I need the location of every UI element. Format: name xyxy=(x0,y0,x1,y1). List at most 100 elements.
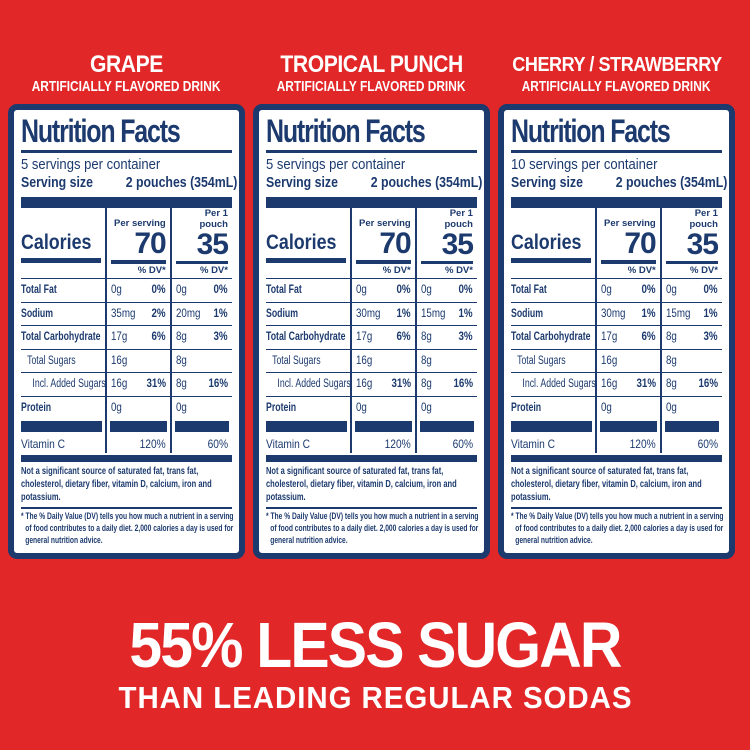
per-pouch-daily-value: 16% xyxy=(208,378,228,391)
per-serving-daily-value: 0% xyxy=(151,284,166,297)
nutrient-row: Incl. Added Sugars 16g 31% 8g 16% xyxy=(511,372,722,396)
nutrient-rows: Total Fat 0g 0% 0g 0% Sodium 30mg 1% 15m… xyxy=(266,278,477,419)
per-pouch-amount: 8g xyxy=(420,378,432,391)
serving-size-value: 2 pouches (354mL) xyxy=(370,175,482,191)
divider-cell xyxy=(21,419,105,435)
per-serving-header: Per serving xyxy=(358,218,411,229)
divider-bar xyxy=(355,421,412,432)
per-serving-daily-value: 31% xyxy=(636,378,656,391)
flavor-name-line: TROPICAL PUNCH xyxy=(253,52,490,78)
serving-size-row: Serving size 2 pouches (354mL) xyxy=(21,174,237,193)
nutrient-row: Protein 0g 0g xyxy=(266,395,477,420)
per-pouch-daily-value: 1% xyxy=(703,307,718,320)
nutrient-label-cell: Total Sugars xyxy=(21,348,106,373)
nutrient-label-cell: Incl. Added Sugars xyxy=(266,372,351,396)
nutrient-row: Total Carbohydrate 17g 6% 8g 3% xyxy=(511,325,722,349)
vitamin-per-pouch-cell: 60% xyxy=(659,435,722,453)
per-pouch-amount: 8g xyxy=(665,331,677,344)
calories-label-cell: Calories xyxy=(21,208,105,278)
title-divider xyxy=(511,150,722,153)
divider-bar xyxy=(110,421,167,432)
nutrient-row: Sodium 35mg 2% 20mg 1% xyxy=(21,301,232,325)
per-serving-cell: 17g 6% xyxy=(105,325,170,349)
divider-cell xyxy=(266,419,350,435)
flavor-subtitle-line: ARTIFICIALLY FLAVORED DRINK xyxy=(498,78,735,96)
nutrient-label-cell: Protein xyxy=(266,395,351,420)
divider-cell xyxy=(350,419,414,435)
nutrient-label: Total Fat xyxy=(21,284,57,297)
vitamin-per-serving-cell: 120% xyxy=(105,435,169,453)
daily-value-header: % DV* xyxy=(199,265,228,276)
comparison-claim: THAN LEADING REGULAR SODAS xyxy=(0,680,750,716)
section-divider-bar xyxy=(511,197,722,208)
per-pouch-daily-value: 1% xyxy=(213,307,228,320)
servings-line: 5 servings per container xyxy=(21,156,232,174)
serving-size-label: Serving size xyxy=(511,175,583,191)
per-serving-cell: 0g 0% xyxy=(105,278,170,302)
flavor-subtitle-line: ARTIFICIALLY FLAVORED DRINK xyxy=(253,78,490,96)
calories-per-pouch-cell: Per 1 pouch 35 % DV* xyxy=(414,208,477,278)
bottom-divider-bar xyxy=(511,455,722,462)
nutrient-label: Sodium xyxy=(511,307,544,320)
per-serving-cell: 16g xyxy=(595,348,660,372)
nutrient-label-cell: Total Carbohydrate xyxy=(266,325,351,349)
divider-bar xyxy=(600,421,657,432)
nutrient-label: Protein xyxy=(511,401,542,414)
per-serving-amount: 35mg xyxy=(111,307,136,320)
nutrient-row: Protein 0g 0g xyxy=(21,395,232,419)
per-pouch-daily-value: 16% xyxy=(698,378,718,391)
per-serving-amount: 16g xyxy=(601,354,618,367)
calories-per-serving-cell: Per serving 70 % DV* xyxy=(595,208,659,278)
nutrient-rows: Total Fat 0g 0% 0g 0% Sodium 30mg 1% 15m… xyxy=(511,278,722,419)
calories-section: Calories Per serving 70 % DV* Per 1 pouc… xyxy=(511,208,722,278)
nutrient-label: Protein xyxy=(266,401,297,414)
per-pouch-cell: 8g xyxy=(414,348,477,372)
nutrient-label: Total Fat xyxy=(511,284,547,297)
nutrient-label-cell: Incl. Added Sugars xyxy=(511,372,596,396)
calories-per-serving-cell: Per serving 70 % DV* xyxy=(105,208,169,278)
per-serving-header: Per serving xyxy=(603,218,656,229)
per-pouch-amount: 8g xyxy=(420,354,432,367)
vitamin-row: Vitamin C 120% 60% xyxy=(511,435,722,453)
title-divider xyxy=(266,150,477,153)
nutrient-label-cell: Protein xyxy=(511,395,596,420)
nutrition-facts-title: Nutrition Facts xyxy=(511,113,722,149)
not-significant-footnote: Not a significant source of saturated fa… xyxy=(511,465,702,503)
per-serving-cell: 16g 31% xyxy=(105,372,170,396)
nutrient-row: Total Sugars 16g 8g xyxy=(266,348,477,373)
per-pouch-daily-value: 3% xyxy=(703,331,718,344)
vitamin-per-serving-cell: 120% xyxy=(595,435,659,453)
nutrient-label-cell: Total Fat xyxy=(21,278,106,302)
per-serving-amount: 17g xyxy=(601,331,618,344)
servings-per-container: 10 servings per container xyxy=(511,157,658,173)
per-pouch-amount: 8g xyxy=(665,354,677,367)
per-serving-amount: 0g xyxy=(111,401,123,414)
nutrient-label-cell: Total Sugars xyxy=(266,348,351,373)
flavor-name: CHERRY / STRAWBERRY xyxy=(512,53,722,76)
flavor-name-line: GRAPE xyxy=(8,52,245,78)
calories-section: Calories Per serving 70 % DV* Per 1 pouc… xyxy=(266,208,477,278)
per-serving-cell: 16g xyxy=(105,348,170,372)
footnote-divider xyxy=(21,507,232,509)
nutrition-facts-panel: Nutrition Facts 10 servings per containe… xyxy=(498,104,735,559)
vitamin-label: Vitamin C xyxy=(21,437,66,451)
nutrient-row: Total Fat 0g 0% 0g 0% xyxy=(21,278,232,302)
nutrient-label: Total Sugars xyxy=(517,354,566,367)
flavor-headers: GRAPE ARTIFICIALLY FLAVORED DRINK TROPIC… xyxy=(0,0,750,104)
per-pouch-daily-value: 0% xyxy=(213,284,228,297)
nutrient-row: Total Fat 0g 0% 0g 0% xyxy=(511,278,722,302)
per-serving-amount: 16g xyxy=(356,378,373,391)
divider-cell xyxy=(595,419,659,435)
per-serving-daily-value: 31% xyxy=(391,378,411,391)
calories-label: Calories xyxy=(266,231,337,254)
per-pouch-amount: 8g xyxy=(665,378,677,391)
flavor-name: TROPICAL PUNCH xyxy=(280,51,463,78)
divider-cell xyxy=(414,419,477,435)
flavor-header: TROPICAL PUNCH ARTIFICIALLY FLAVORED DRI… xyxy=(253,52,490,96)
nutrient-label: Total Carbohydrate xyxy=(266,331,346,344)
per-serving-amount: 16g xyxy=(601,378,618,391)
nutrient-label-cell: Total Carbohydrate xyxy=(21,325,106,349)
per-pouch-amount: 0g xyxy=(665,284,677,297)
vitamin-label-cell: Vitamin C xyxy=(511,435,595,453)
per-serving-daily-value: 2% xyxy=(151,307,166,320)
